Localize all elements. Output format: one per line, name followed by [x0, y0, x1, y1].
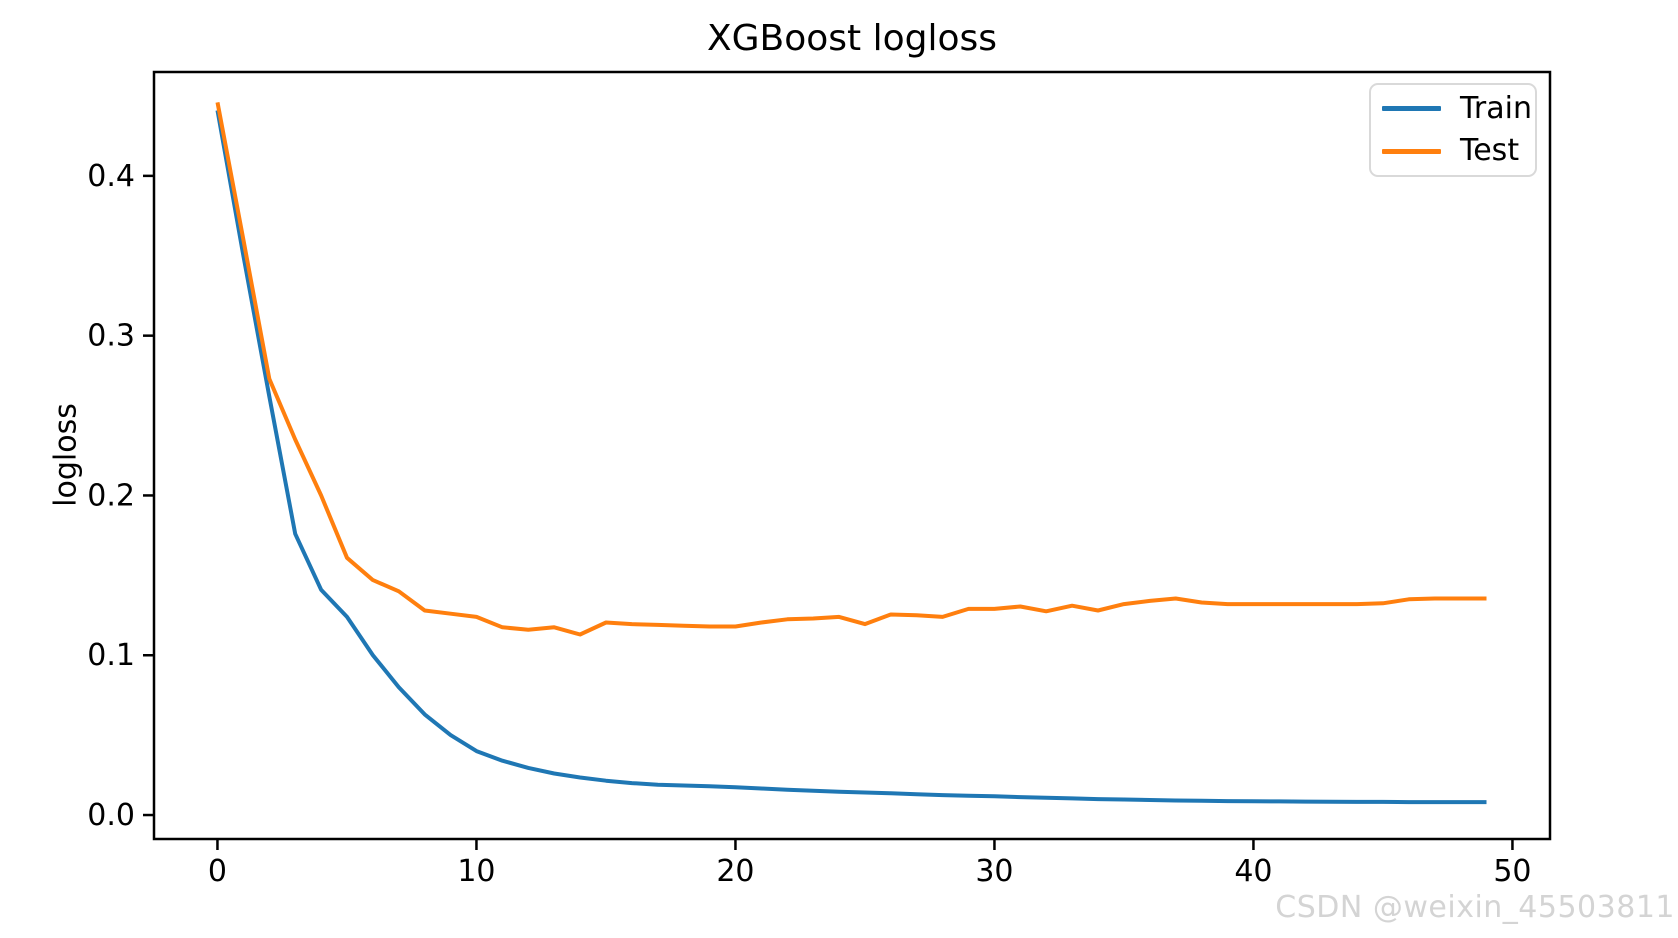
test-line-swatch — [1382, 148, 1441, 154]
test-series-line — [215, 102, 1487, 637]
y-tick-label: 0.4 — [87, 159, 135, 194]
y-axis-label: logloss — [48, 403, 84, 507]
watermark: CSDN @weixin_45503811 — [1275, 890, 1675, 925]
y-tick-label: 0.1 — [87, 638, 135, 673]
legend-label-train: Train — [1460, 90, 1532, 126]
legend-entry-train: Train — [1371, 88, 1535, 129]
y-tick-label: 0.3 — [87, 319, 135, 354]
y-tick-label: 0.0 — [87, 798, 135, 833]
legend: Train Test — [1369, 83, 1537, 177]
x-tick-label: 50 — [1493, 854, 1531, 889]
y-tick-label: 0.2 — [87, 478, 135, 513]
chart-title: XGBoost logloss — [706, 18, 998, 59]
plot-area — [152, 70, 1552, 841]
x-tick-label: 40 — [1234, 854, 1272, 889]
legend-entry-test: Test — [1371, 131, 1535, 172]
legend-label-test: Test — [1460, 133, 1520, 169]
train-series-line — [215, 110, 1487, 805]
x-tick-label: 20 — [716, 854, 754, 889]
x-tick-label: 10 — [457, 854, 495, 889]
x-tick-label: 30 — [975, 854, 1013, 889]
train-line-swatch — [1382, 106, 1441, 112]
x-tick-label: 0 — [208, 854, 227, 889]
